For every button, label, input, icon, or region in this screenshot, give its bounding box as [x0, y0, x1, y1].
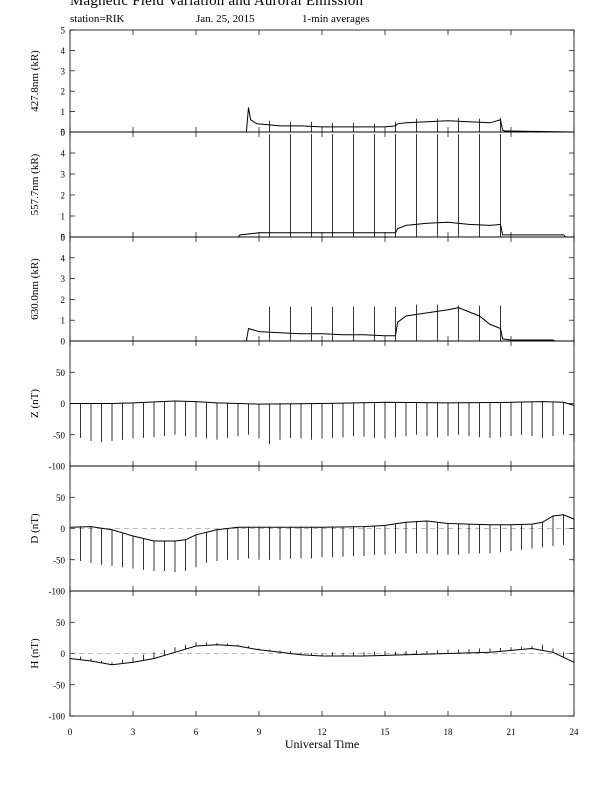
x-tick-label: 6	[194, 727, 199, 737]
y-tick-label: 2	[61, 191, 66, 201]
x-tick-label: 3	[131, 727, 136, 737]
y-tick-label: -50	[53, 430, 65, 440]
y-tick-label: 0	[61, 337, 66, 347]
y-tick-label: 3	[61, 170, 66, 180]
x-tick-label: 24	[570, 727, 580, 737]
y-tick-label: -100	[49, 587, 66, 597]
x-tick-label: 18	[444, 727, 454, 737]
x-tick-label: 0	[68, 727, 73, 737]
series-line-H	[69, 644, 575, 666]
y-tick-label: 5	[61, 26, 66, 36]
x-tick-label: 21	[507, 727, 516, 737]
y-axis-label-630: 630.0nm (kR)	[29, 258, 41, 320]
y-tick-label: -100	[49, 712, 66, 722]
y-tick-label: -100	[49, 462, 66, 472]
y-tick-label: -50	[53, 680, 65, 690]
y-tick-label: 1	[61, 212, 66, 222]
y-tick-label: 4	[61, 46, 66, 56]
date-label: Jan. 25, 2015	[196, 13, 255, 25]
y-tick-label: 5	[61, 233, 66, 243]
y-tick-label: 0	[61, 128, 66, 138]
y-tick-label: 4	[61, 253, 66, 263]
series-line-630	[70, 307, 574, 342]
x-tick-label: 12	[318, 727, 327, 737]
y-tick-label: 1	[61, 107, 66, 117]
station-label: station=RIK	[70, 13, 125, 25]
y-tick-label: 5	[61, 128, 66, 138]
panel-frame-557	[69, 131, 575, 238]
y-axis-label-D: D (nT)	[29, 513, 41, 544]
chart-title: Magnetic Field Variation and Auroral Emi…	[70, 0, 364, 9]
y-tick-label: 0	[61, 233, 66, 243]
y-tick-label: 50	[56, 618, 66, 628]
y-tick-label: 0	[61, 524, 66, 534]
x-tick-label: 9	[257, 727, 262, 737]
y-axis-label-427: 427.8nm (kR)	[29, 50, 41, 112]
y-tick-label: 50	[56, 368, 66, 378]
y-tick-label: 0	[61, 399, 66, 409]
y-axis-label-Z: Z (nT)	[29, 389, 41, 418]
y-axis-label-H: H (nT)	[29, 638, 41, 669]
x-tick-label: 15	[381, 727, 391, 737]
y-tick-label: 3	[61, 66, 66, 76]
averaging-label: 1-min averages	[302, 13, 370, 25]
y-tick-label: 3	[61, 274, 66, 284]
series-line-D	[69, 514, 575, 542]
y-tick-label: 2	[61, 295, 66, 305]
y-tick-label: 2	[61, 87, 66, 97]
series-line-427	[70, 107, 575, 133]
y-tick-label: 0	[61, 649, 66, 659]
y-axis-label-557: 557.7nm (kR)	[29, 153, 41, 215]
panel-frame-630	[69, 236, 575, 342]
x-axis-label: Universal Time	[285, 737, 359, 751]
y-tick-label: 50	[56, 493, 66, 503]
y-tick-label: 1	[61, 316, 66, 326]
y-tick-label: -50	[53, 555, 65, 565]
series-line-Z	[70, 400, 575, 406]
series-line-557	[70, 221, 574, 238]
panel-frame-427	[69, 29, 575, 133]
y-tick-label: 4	[61, 149, 66, 159]
